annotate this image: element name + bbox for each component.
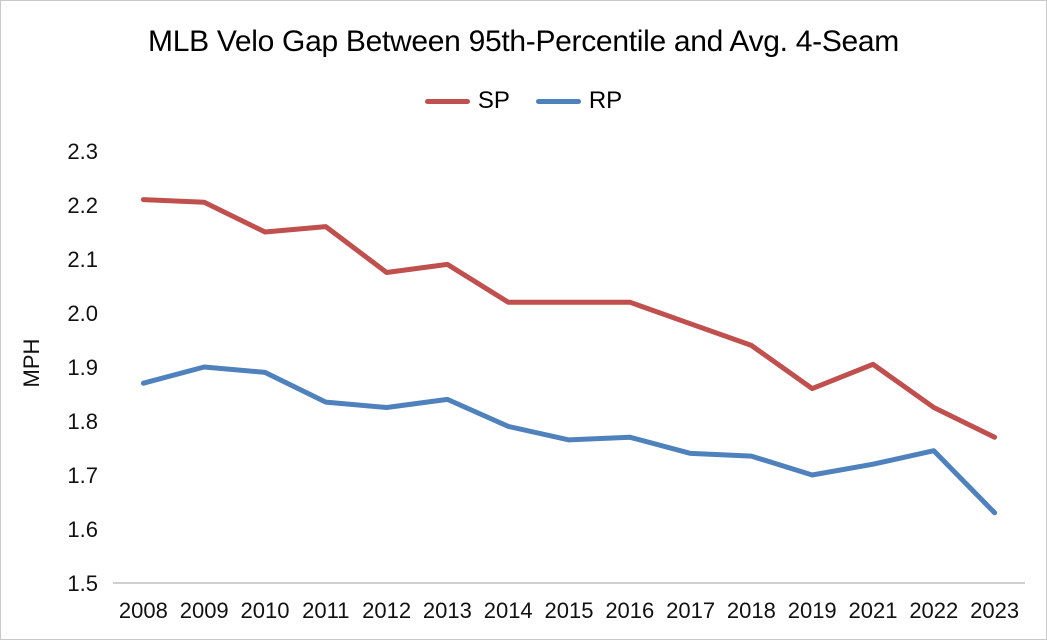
- series-line-rp: [140, 364, 998, 516]
- legend-label-sp: SP: [477, 87, 510, 114]
- x-tick-label: 2013: [423, 598, 472, 623]
- x-tick-label: 2015: [545, 598, 594, 623]
- series-line-sp: [140, 197, 998, 440]
- y-axis-title: MPH: [19, 339, 44, 388]
- x-tick-label: 2016: [605, 598, 654, 623]
- y-tick-label: 1.7: [67, 463, 98, 488]
- legend-item-rp: RP: [535, 87, 623, 114]
- x-tick-label: 2008: [119, 598, 168, 623]
- y-tick-label: 1.8: [67, 409, 98, 434]
- y-tick-label: 2.3: [67, 139, 98, 164]
- y-tick-label: 2.0: [67, 301, 98, 326]
- y-tick-label: 1.9: [67, 355, 98, 380]
- x-tick-label: 2018: [727, 598, 776, 623]
- x-tick-label: 2010: [241, 598, 290, 623]
- x-tick-label: 2014: [484, 598, 533, 623]
- y-tick-label: 2.2: [67, 193, 98, 218]
- y-tick-label: 1.5: [67, 571, 98, 596]
- x-tick-label: 2017: [666, 598, 715, 623]
- sp-line-swatch-icon: [424, 98, 470, 104]
- x-tick-label: 2019: [788, 598, 837, 623]
- chart-title: MLB Velo Gap Between 95th-Percentile and…: [148, 25, 899, 58]
- x-tick-label: 2009: [180, 598, 229, 623]
- y-tick-label: 2.1: [67, 247, 98, 272]
- x-tick-label: 2023: [970, 598, 1019, 623]
- y-tick-label: 1.6: [67, 517, 98, 542]
- x-tick-label: 2021: [849, 598, 898, 623]
- x-tick-label: 2012: [362, 598, 411, 623]
- x-tick-label: 2011: [302, 598, 349, 623]
- chart-legend: SP RP: [1, 89, 1046, 113]
- x-tick-label: 2022: [909, 598, 958, 623]
- legend-item-sp: SP: [424, 87, 510, 114]
- rp-line-swatch-icon: [535, 98, 581, 104]
- legend-label-rp: RP: [588, 87, 623, 114]
